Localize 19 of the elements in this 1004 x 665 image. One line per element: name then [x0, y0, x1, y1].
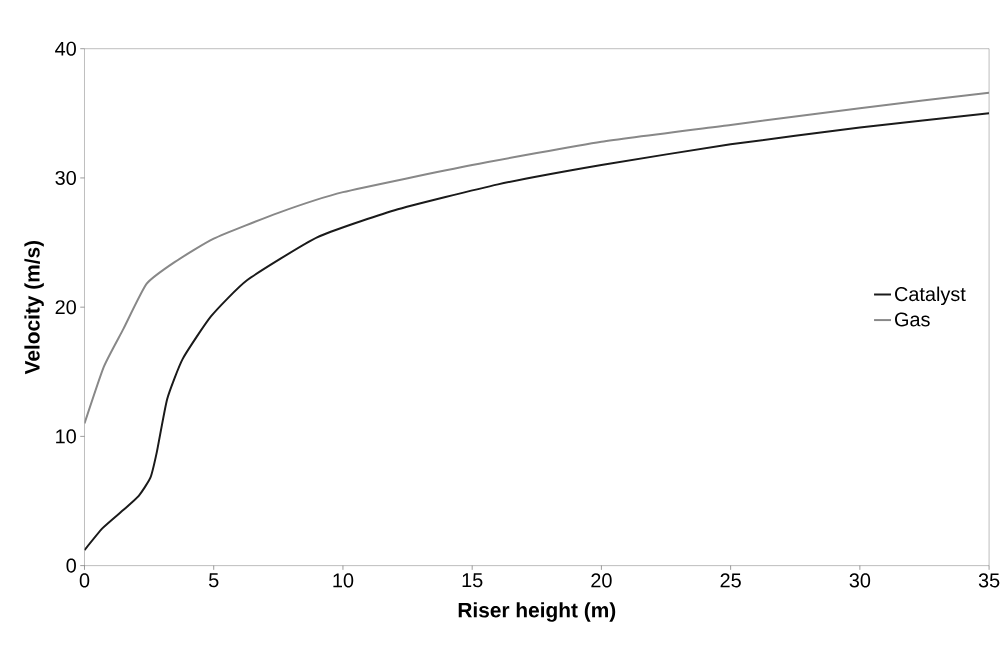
- legend-label: Gas: [895, 312, 930, 327]
- line-series: [84, 91, 990, 425]
- x-tick-label: 30: [849, 573, 871, 588]
- y-tick-label: 20: [55, 300, 76, 315]
- legend-label: Catalyst: [895, 286, 966, 306]
- y-axis-title: Velocity (m/s): [24, 240, 44, 375]
- x-tick-label: 0: [79, 573, 90, 588]
- x-axis-title: Riser height (m): [458, 602, 616, 622]
- x-tick-label: 25: [720, 573, 741, 588]
- x-tick-label: 5: [208, 573, 219, 588]
- y-tick-label: 40: [55, 41, 76, 56]
- line-series: [84, 112, 990, 552]
- y-tick-label: 0: [66, 558, 76, 573]
- x-tick-label: 20: [591, 573, 612, 588]
- x-tick-label: 15: [462, 573, 483, 588]
- x-tick-label: 35: [978, 573, 1000, 588]
- y-tick-label: 30: [55, 170, 76, 185]
- x-tick-label: 10: [333, 573, 354, 588]
- y-tick-label: 10: [56, 429, 76, 444]
